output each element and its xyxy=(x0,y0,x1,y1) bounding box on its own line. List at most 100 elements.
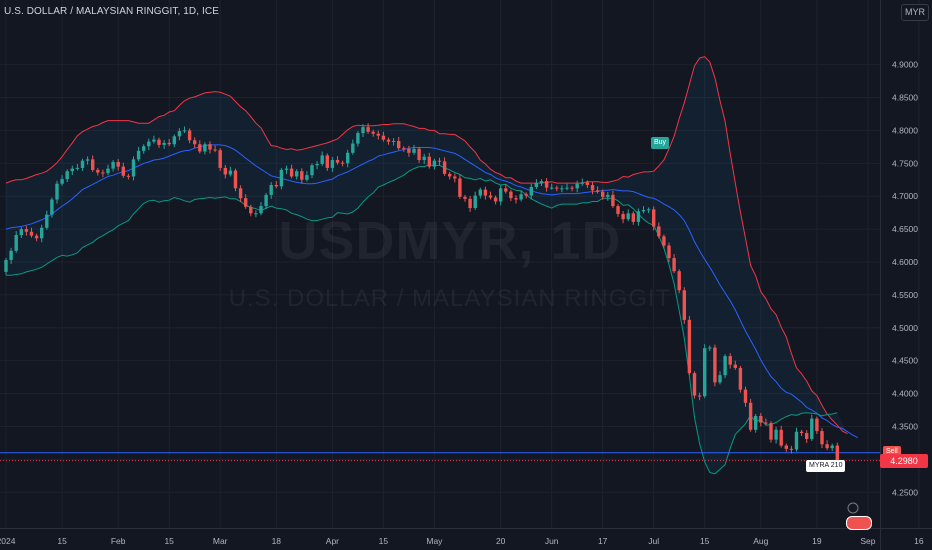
candle-body xyxy=(646,209,651,211)
candle-body xyxy=(442,161,447,174)
candle-body xyxy=(672,258,676,272)
candle-body xyxy=(580,182,584,184)
candle-body xyxy=(407,148,411,153)
candle-body xyxy=(228,170,233,175)
candle-body xyxy=(544,181,549,188)
candle-body xyxy=(616,206,620,214)
candle-body xyxy=(55,183,59,200)
candle-body xyxy=(473,195,477,209)
candle-body xyxy=(218,150,222,168)
x-tick-label: Apr xyxy=(326,536,339,546)
y-tick-label: 4.4500 xyxy=(892,356,918,366)
middle-band-line xyxy=(5,144,858,439)
candle-body xyxy=(289,168,294,177)
candle-body xyxy=(65,171,69,180)
candle-body xyxy=(371,131,375,134)
candle-body xyxy=(708,347,712,349)
y-tick-label: 4.6000 xyxy=(892,257,918,267)
grid xyxy=(0,0,920,528)
candle-body xyxy=(412,148,416,153)
candle-body xyxy=(126,175,131,177)
candle-body xyxy=(677,271,681,291)
last-price-label: 4.2980 xyxy=(880,453,928,468)
candle-body xyxy=(34,235,39,239)
y-tick-label: 4.3500 xyxy=(892,421,918,431)
candle-body xyxy=(667,245,671,259)
candle-body xyxy=(606,194,610,197)
candle-body xyxy=(641,210,646,212)
candle-body xyxy=(799,431,804,434)
x-tick-label: 17 xyxy=(598,536,608,546)
candle-body xyxy=(504,188,508,192)
candle-body xyxy=(621,213,625,220)
candle-body xyxy=(743,389,748,403)
candle-body xyxy=(29,231,34,236)
candle-body xyxy=(453,176,457,179)
candle-body xyxy=(325,155,329,168)
candle-body xyxy=(279,169,284,187)
candle-body xyxy=(448,173,452,177)
candle-body xyxy=(172,136,176,145)
candle-body xyxy=(601,191,605,197)
candle-body xyxy=(335,160,340,163)
candle-body xyxy=(611,194,615,207)
candle-body xyxy=(626,213,630,220)
candle-body xyxy=(91,159,95,170)
x-tick-label: 2024 xyxy=(0,536,16,546)
candle-body xyxy=(631,213,635,222)
candle-body xyxy=(463,196,467,199)
candle-body xyxy=(468,198,472,209)
candle-body xyxy=(754,415,758,430)
candle-body xyxy=(177,131,182,137)
candle-body xyxy=(320,155,324,164)
candle-body xyxy=(167,142,171,145)
y-tick-label: 4.5500 xyxy=(892,290,918,300)
x-tick-label: Jun xyxy=(545,536,559,546)
candle-body xyxy=(274,185,278,187)
x-tick-label: Jul xyxy=(648,536,659,546)
x-tick-label: 15 xyxy=(164,536,174,546)
candle-body xyxy=(432,160,437,167)
candle-body xyxy=(417,148,421,161)
y-tick-label: 4.2500 xyxy=(892,487,918,497)
candle-body xyxy=(539,181,544,184)
candle-body xyxy=(636,211,641,222)
candle-body xyxy=(820,431,824,445)
candle-body xyxy=(85,159,90,161)
candle-body xyxy=(238,188,243,199)
x-tick-label: 15 xyxy=(379,536,389,546)
candle-body xyxy=(101,172,105,174)
candle-body xyxy=(759,415,763,423)
candle-body xyxy=(723,356,727,376)
y-tick-label: 4.8500 xyxy=(892,93,918,103)
candle-body xyxy=(386,139,391,142)
candle-body xyxy=(764,422,768,424)
y-tick-label: 4.7000 xyxy=(892,191,918,201)
candle-body xyxy=(162,142,166,145)
y-tick-label: 4.6500 xyxy=(892,224,918,234)
candle-body xyxy=(187,130,192,141)
candle-body xyxy=(310,165,314,176)
candle-body xyxy=(524,194,528,196)
candle-body xyxy=(652,209,656,227)
candle-body xyxy=(703,348,707,397)
x-tick-label: 20 xyxy=(496,536,506,546)
tradingview-logo-icon[interactable] xyxy=(846,516,872,530)
x-tick-label: 15 xyxy=(57,536,67,546)
candle-body xyxy=(478,189,482,196)
event-marker-icon xyxy=(847,502,859,514)
candle-body xyxy=(147,141,151,147)
candle-body xyxy=(9,250,13,261)
candle-body xyxy=(529,187,533,196)
candle-body xyxy=(534,183,539,187)
candle-body xyxy=(718,375,722,383)
currency-badge[interactable]: MYR xyxy=(901,4,929,21)
candle-body xyxy=(121,166,125,176)
candle-body xyxy=(774,429,778,440)
y-tick-label: 4.8000 xyxy=(892,125,918,135)
x-tick-label: 19 xyxy=(812,536,822,546)
candle-body xyxy=(697,395,702,397)
candle-body xyxy=(24,229,29,232)
candle-body xyxy=(50,199,54,215)
